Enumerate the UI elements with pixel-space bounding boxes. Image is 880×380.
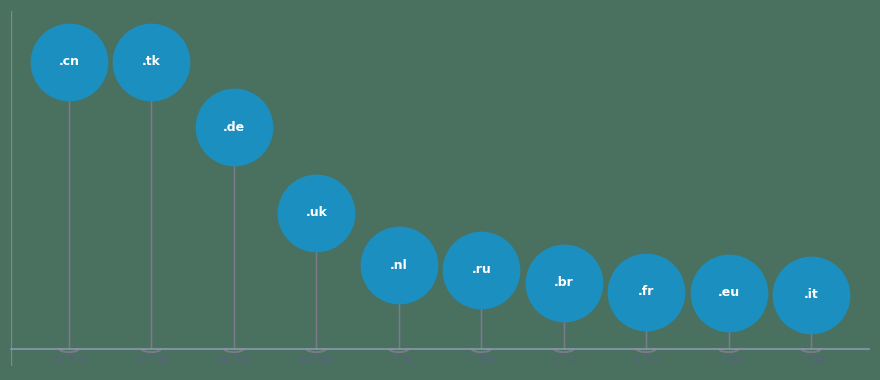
Text: .eu: .eu xyxy=(717,286,740,299)
Text: .cn: .cn xyxy=(58,55,79,68)
Text: .fr: .fr xyxy=(638,285,655,298)
Text: .ru: .ru xyxy=(472,263,491,276)
Text: .uk: .uk xyxy=(305,206,327,219)
Text: .it: .it xyxy=(803,288,818,301)
Text: .br: .br xyxy=(554,276,574,289)
Text: .tk: .tk xyxy=(142,55,161,68)
Text: .nl: .nl xyxy=(390,259,407,272)
Text: .de: .de xyxy=(223,121,245,134)
